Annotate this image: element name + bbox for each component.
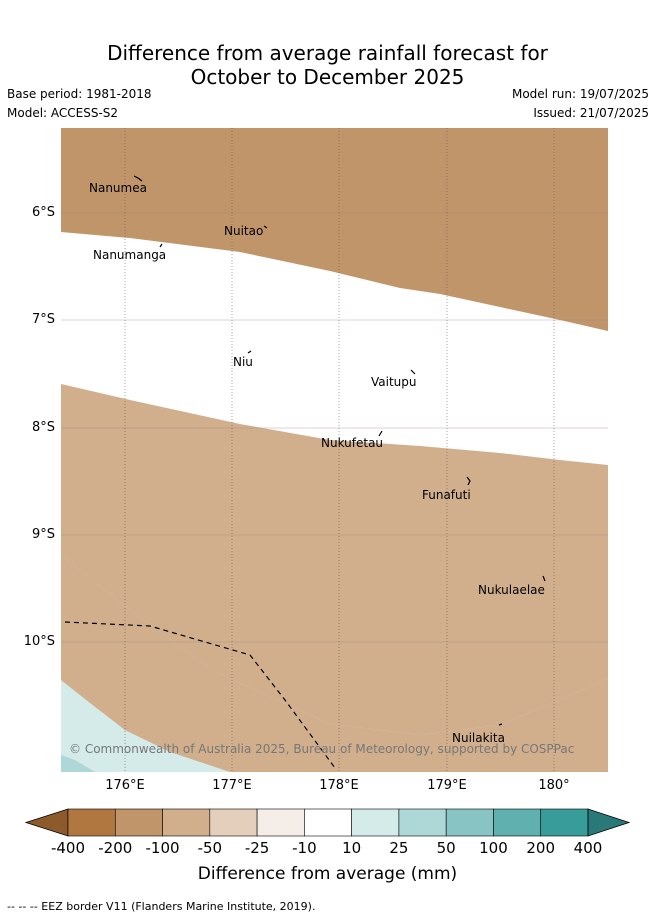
colorbar-tick-label: 100 (479, 839, 508, 857)
lon-label-179e: 179°E (427, 778, 467, 793)
model-run-date: Model run: 19/07/2025 (511, 87, 649, 101)
eez-border (64, 621, 336, 769)
lat-label-6s: 6°S (31, 205, 55, 220)
colorbar (24, 808, 631, 837)
colorbar-segment (398, 808, 447, 837)
place-label-nuitao: Nuitao (224, 224, 264, 238)
island-outlines (133, 175, 546, 726)
colorbar-tick-label: -50 (197, 839, 223, 857)
lon-label-177e: 177°E (212, 778, 252, 793)
lat-gridlines (61, 212, 608, 643)
place-label-nanumanga: Nanumanga (93, 248, 167, 262)
place-label-vaitupu: Vaitupu (371, 375, 417, 389)
colorbar-segment (114, 808, 163, 837)
lat-label-9s: 9°S (31, 527, 55, 542)
colorbar-arrow-low (24, 808, 69, 837)
place-label-funafuti: Funafuti (422, 488, 471, 502)
place-label-nuilakita: Nuilakita (452, 731, 505, 745)
place-label-nanumea: Nanumea (89, 181, 147, 195)
base-period: Base period: 1981-2018 (7, 87, 152, 101)
colorbar-tick-label: -400 (50, 839, 86, 857)
colorbar-tick-label: 200 (526, 839, 556, 857)
band-plus25 (61, 755, 95, 772)
colorbar-tick-label: 25 (389, 839, 409, 857)
colorbar-tick-label: 10 (342, 839, 362, 857)
eez-footnote: -- -- -- EEZ border V11 (Flanders Marine… (7, 900, 316, 913)
place-label-nukufetau: Nukufetau (321, 436, 384, 450)
map-title-line1: Difference from average rainfall forecas… (107, 41, 548, 65)
place-label-nukulaelae: Nukulaelae (478, 583, 545, 597)
colorbar-arrow-high (587, 808, 631, 837)
band-minus100 (61, 128, 608, 331)
colorbar-segment (304, 808, 352, 837)
colorbar-segment (67, 808, 116, 837)
colorbar-tick-label: -200 (98, 839, 133, 857)
model-name: Model: ACCESS-S2 (7, 106, 119, 120)
lon-label-178e: 178°E (319, 778, 359, 793)
lon-label-176e: 176°E (105, 778, 145, 793)
lat-label-7s: 7°S (31, 312, 55, 327)
colorbar-segment (540, 808, 589, 837)
colorbar-segment (493, 808, 542, 837)
band-minus50 (61, 384, 608, 772)
lon-label-180: 180° (538, 778, 570, 793)
colorbar-segment (256, 808, 305, 837)
colorbar-tick-label: -100 (145, 839, 180, 857)
colorbar-tick-label: -10 (292, 839, 317, 857)
issued-date: Issued: 21/07/2025 (533, 106, 649, 120)
map-title-line2: October to December 2025 (190, 65, 465, 89)
colorbar-segment (351, 808, 400, 837)
colorbar-segment (209, 808, 258, 837)
colorbar-segment (445, 808, 494, 837)
colorbar-tick-label: 50 (436, 839, 456, 857)
lat-label-8s: 8°S (31, 420, 55, 435)
copyright-notice: © Commonwealth of Australia 2025, Bureau… (69, 742, 575, 756)
lon-gridlines (124, 128, 555, 772)
legend-title: Difference from average (mm) (197, 864, 458, 884)
band-plus10 (61, 680, 230, 772)
colorbar-tick-label: -25 (244, 839, 270, 857)
lat-label-10s: 10°S (23, 634, 55, 649)
colorbar-tick-label: 400 (573, 839, 603, 857)
colorbar-segment (162, 808, 211, 837)
place-label-niu: Niu (233, 355, 253, 369)
